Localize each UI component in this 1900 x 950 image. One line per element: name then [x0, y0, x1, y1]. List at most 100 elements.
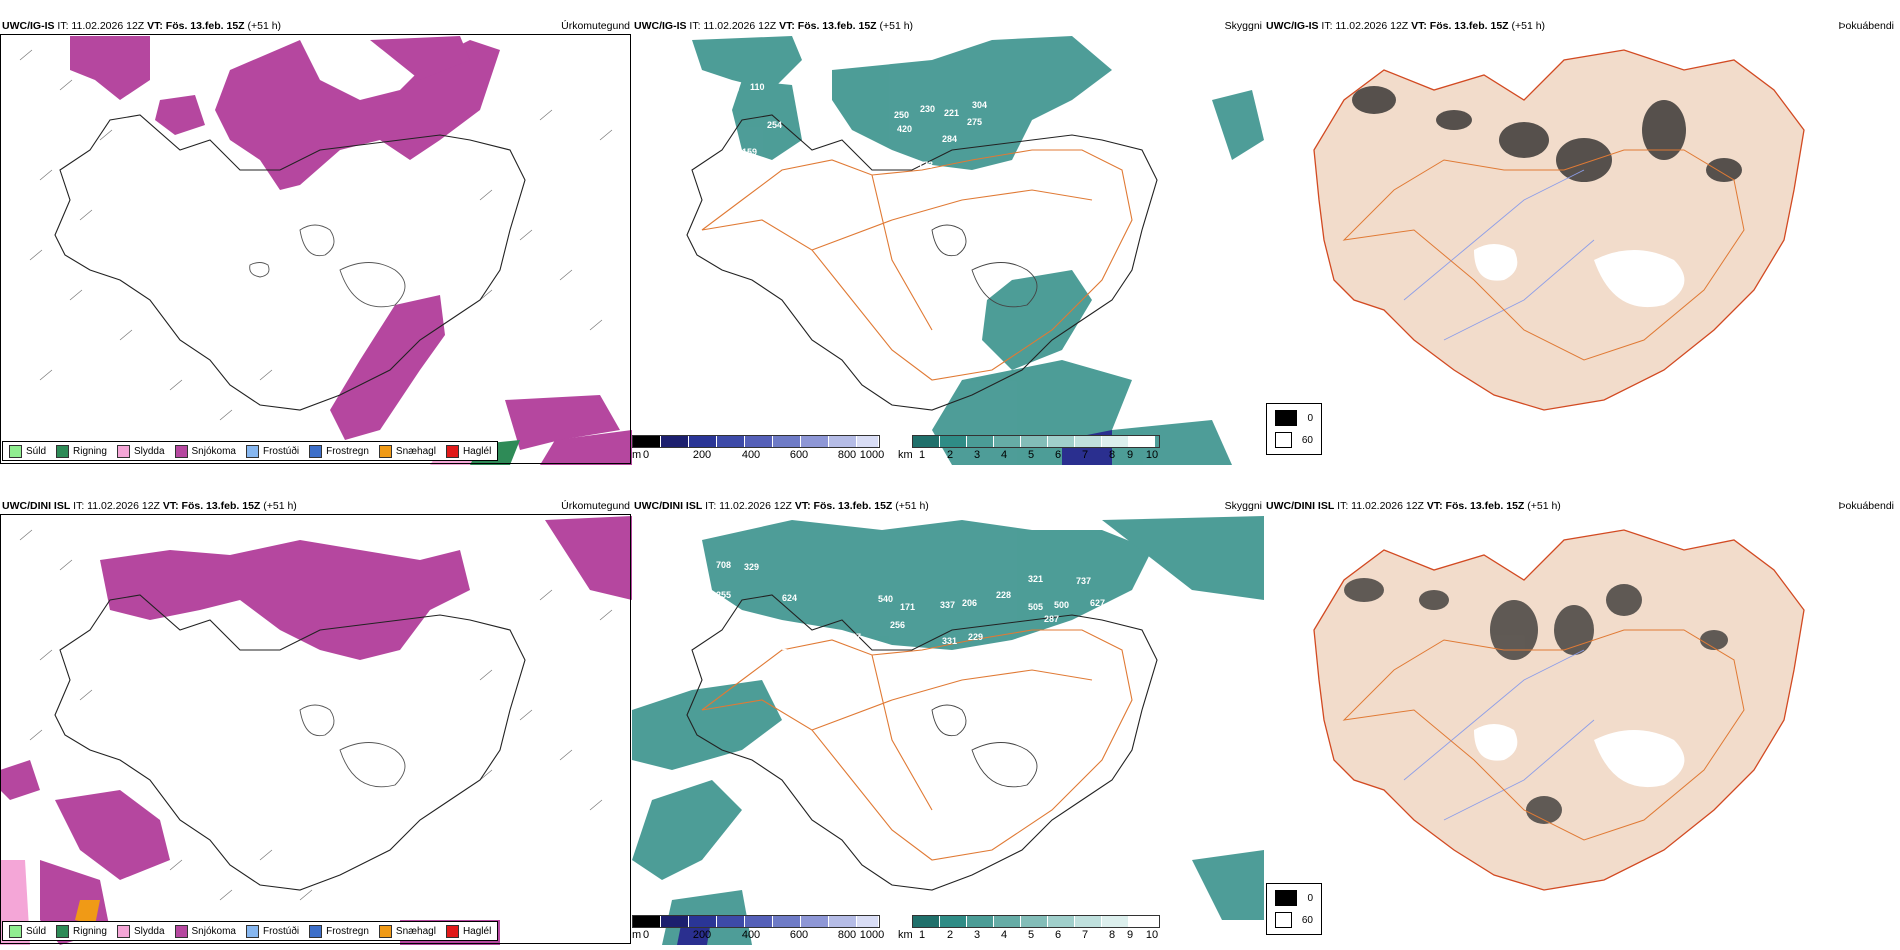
iceland-land — [1313, 529, 1805, 891]
fog-index-areas — [1344, 578, 1728, 824]
visibility-label: 288 — [988, 648, 1003, 658]
glacier-outlines — [299, 704, 406, 788]
visibility-label: 247 — [846, 632, 861, 642]
glacier-outlines — [931, 704, 1038, 788]
glacier-areas — [1474, 724, 1685, 788]
snow-pellets-area — [75, 900, 100, 925]
fog-index-map — [1313, 49, 1805, 411]
legend-hail: Haglél — [445, 444, 491, 458]
visibility-label: 230 — [920, 104, 935, 114]
visibility-scale-km: km 1 2 3 4 5 6 7 8 9 10 — [898, 915, 1160, 943]
visibility-label: 708 — [716, 560, 731, 570]
visibility-label: 420 — [897, 124, 912, 134]
legend-snow-pellets: Snæhagl — [378, 924, 436, 938]
road-network — [701, 629, 1133, 861]
visibility-label: 321 — [1028, 574, 1043, 584]
visibility-label: 275 — [967, 117, 982, 127]
visibility-scale-m: m 0 200 400 600 800 1000 — [632, 915, 884, 943]
rivers — [1403, 649, 1595, 821]
visibility-label: 927 — [1082, 32, 1097, 42]
visibility-panel-top: UWC/IG-IS IT: 11.02.2026 12Z VT: Fös. 13… — [632, 0, 1264, 465]
legend-snow: Snjókoma — [174, 444, 236, 458]
visibility-label: 171 — [900, 602, 915, 612]
visibility-label: 410 — [1012, 650, 1027, 660]
fog-index-panel-bottom: UWC/DINI ISL IT: 11.02.2026 12Z VT: Fös.… — [1264, 480, 1896, 945]
visibility-label: 250 — [894, 110, 909, 120]
panel-header: UWC/DINI ISL IT: 11.02.2026 12Z VT: Fös.… — [1266, 500, 1561, 512]
precip-type-panel-bottom: UWC/DINI ISL IT: 11.02.2026 12Z VT: Fös.… — [0, 480, 632, 945]
visibility-label: 343 — [764, 620, 779, 630]
visibility-label: 448 — [740, 614, 755, 624]
glacier-outlines — [931, 224, 1038, 308]
panel-title: Úrkomutegund — [561, 20, 630, 32]
fog-index-legend: 0 60 — [1266, 883, 1322, 935]
iceland-outline — [686, 594, 1158, 891]
road-network — [1342, 149, 1745, 361]
visibility-label: 255 — [716, 590, 731, 600]
visibility-label: 228 — [996, 590, 1011, 600]
fog-index-panel-top: UWC/IG-IS IT: 11.02.2026 12Z VT: Fös. 13… — [1264, 0, 1896, 465]
legend-snow: Snjókoma — [174, 924, 236, 938]
precip-type-map — [0, 516, 632, 945]
visibility-label: 254 — [767, 120, 782, 130]
fog-index-areas — [1352, 86, 1742, 182]
iceland-outline — [54, 594, 526, 891]
visibility-label: 332 — [772, 642, 787, 652]
visibility-label: 173 — [918, 160, 933, 170]
iceland-outline — [686, 114, 1158, 411]
visibility-map: 927 315 110 254 159 69 250 230 221 304 2… — [686, 32, 1264, 465]
glacier-areas — [1474, 244, 1685, 308]
visibility-label: 287 — [1044, 614, 1059, 624]
legend-freezing-drizzle: Frostúði — [245, 444, 299, 458]
legend-snow-pellets: Snæhagl — [378, 444, 436, 458]
snow-area — [70, 36, 632, 465]
panel-header: UWC/IG-IS IT: 11.02.2026 12Z VT: Fös. 13… — [634, 20, 914, 32]
panel-title: Þokuábendi — [1838, 500, 1894, 512]
legend-rain: Rigning — [56, 444, 107, 458]
visibility-label: 737 — [1076, 576, 1091, 586]
fog-index-legend: 0 60 — [1266, 403, 1322, 455]
visibility-labels: 927 315 110 254 159 69 250 230 221 304 2… — [724, 32, 1097, 170]
visibility-label: 110 — [750, 82, 765, 92]
legend-drizzle: Súld — [9, 924, 46, 938]
panel-title: Skyggni — [1224, 20, 1262, 32]
visibility-panel-bottom: UWC/DINI ISL IT: 11.02.2026 12Z VT: Fös.… — [632, 480, 1264, 945]
panel-title: Úrkomutegund — [561, 500, 630, 512]
panel-header: UWC/IG-IS IT: 11.02.2026 12Z VT: Fös. 13… — [2, 20, 282, 32]
fog-index-map — [1313, 529, 1805, 891]
legend-freezing-rain: Frostregn — [309, 444, 369, 458]
rivers — [1403, 169, 1595, 341]
visibility-scale-km: km 1 2 3 4 5 6 7 8 9 10 — [898, 435, 1160, 463]
precip-type-legend: Súld Rigning Slydda Snjókoma Frostúði Fr… — [2, 441, 499, 461]
wind-barbs — [19, 529, 613, 901]
visibility-label: 281 — [890, 156, 905, 166]
panel-header: UWC/IG-IS IT: 11.02.2026 12Z VT: Fös. 13… — [1266, 20, 1546, 32]
legend-rain: Rigning — [56, 924, 107, 938]
panel-title: Þokuábendi — [1838, 20, 1894, 32]
visibility-label: 221 — [944, 108, 959, 118]
visibility-labels: 708 329 255 624 448 343 332 540 171 256 … — [700, 560, 1129, 930]
visibility-label: 331 — [942, 636, 957, 646]
wind-barbs — [19, 49, 613, 421]
visibility-label: 337 — [940, 600, 955, 610]
panel-title: Skyggni — [1224, 500, 1262, 512]
low-visibility-area — [632, 516, 1264, 945]
visibility-label: 624 — [782, 593, 797, 603]
precip-type-panel-top: UWC/IG-IS IT: 11.02.2026 12Z VT: Fös. 13… — [0, 0, 632, 465]
visibility-label: 229 — [968, 632, 983, 642]
snow-area — [0, 516, 632, 945]
visibility-label: 206 — [962, 598, 977, 608]
visibility-label: 159 — [742, 147, 757, 157]
visibility-label: 505 — [1028, 602, 1043, 612]
visibility-label: 329 — [744, 562, 759, 572]
visibility-label: 796 — [1114, 606, 1129, 616]
panel-header: UWC/DINI ISL IT: 11.02.2026 12Z VT: Fös.… — [634, 500, 929, 512]
visibility-label: 256 — [890, 620, 905, 630]
precip-type-map — [19, 36, 632, 465]
visibility-map: 708 329 255 624 448 343 332 540 171 256 … — [632, 516, 1264, 945]
iceland-outline — [54, 114, 526, 411]
legend-hail: Haglél — [445, 924, 491, 938]
road-network — [1342, 629, 1745, 841]
legend-freezing-rain: Frostregn — [309, 924, 369, 938]
visibility-label: 69 — [772, 160, 782, 170]
